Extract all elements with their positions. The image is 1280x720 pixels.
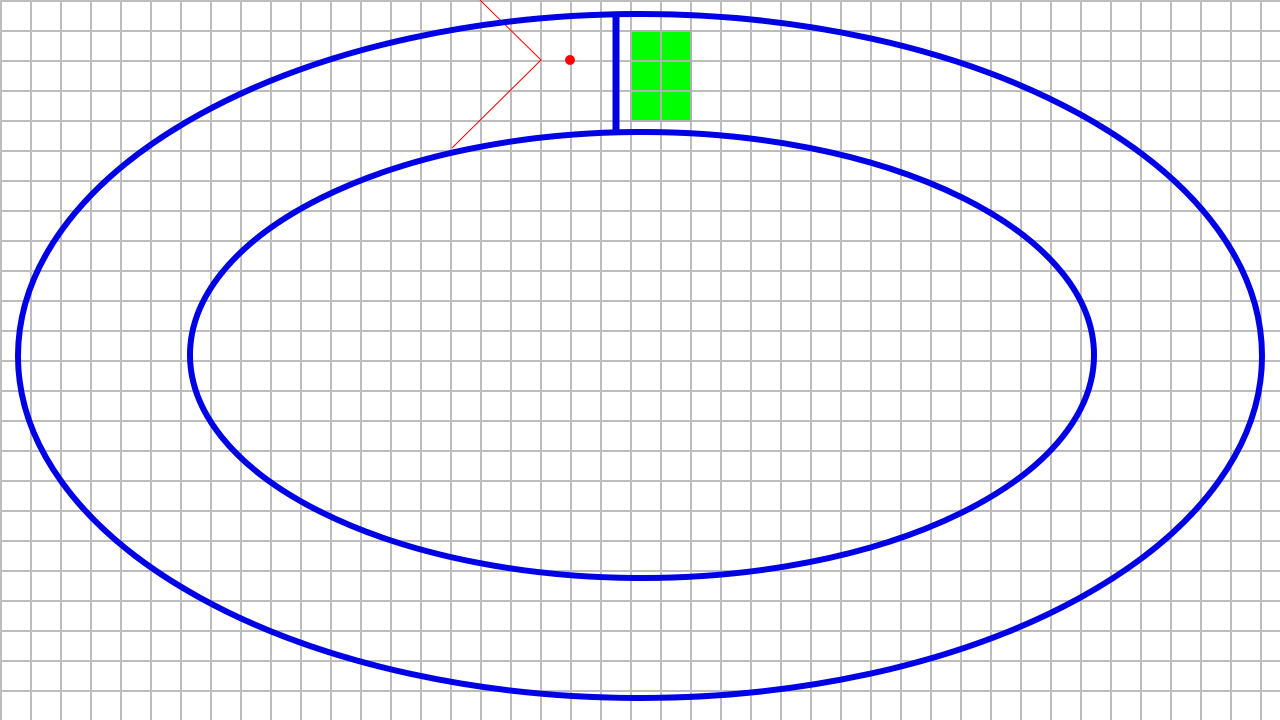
- target-zone-cell[interactable]: [660, 30, 692, 62]
- track-outer-boundary: [15, 11, 1265, 701]
- target-zone-cell[interactable]: [630, 90, 662, 122]
- target-zone-cell[interactable]: [630, 30, 662, 62]
- target-zone: [630, 30, 692, 122]
- player-car-dot[interactable]: [565, 55, 575, 65]
- target-zone-cell[interactable]: [660, 90, 692, 122]
- target-zone-cell[interactable]: [660, 60, 692, 92]
- target-zone-cell[interactable]: [630, 60, 662, 92]
- track-inner-boundary: [187, 129, 1097, 581]
